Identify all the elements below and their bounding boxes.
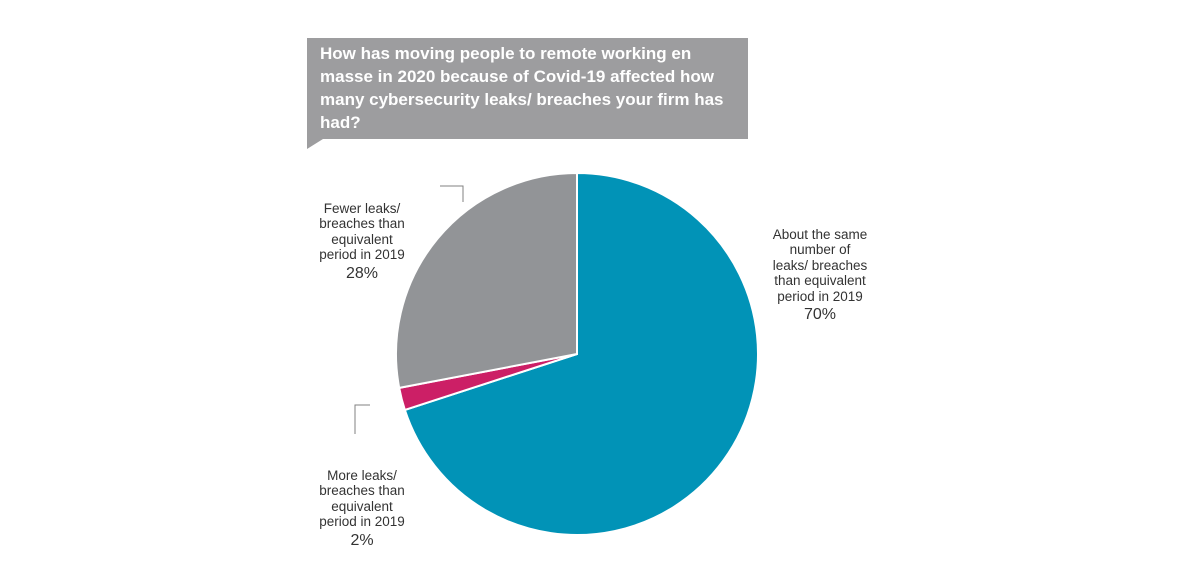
leader-line-more bbox=[354, 404, 370, 434]
slice-value-same: 70% bbox=[803, 306, 837, 323]
slice-value-more: 2% bbox=[350, 531, 374, 549]
slice-label-more-text: More leaks/ breaches than equivalent per… bbox=[319, 467, 405, 530]
chart-title: How has moving people to remote working … bbox=[320, 44, 724, 132]
slice-label-more: More leaks/ breaches than equivalent per… bbox=[300, 452, 424, 566]
slice-label-same: About the same number of leaks/ breaches… bbox=[756, 211, 884, 341]
label-leader-lines bbox=[354, 185, 464, 434]
slice-label-fewer-text: Fewer leaks/ breaches than equivalent pe… bbox=[319, 200, 405, 263]
slice-value-fewer: 28% bbox=[345, 264, 379, 282]
pie-slices bbox=[395, 171, 759, 536]
pie-slice-fewer bbox=[395, 171, 578, 390]
title-callout-pointer bbox=[307, 139, 323, 149]
leader-line-fewer bbox=[440, 185, 464, 202]
slice-label-fewer: Fewer leaks/ breaches than equivalent pe… bbox=[300, 185, 424, 299]
pie-slice-same bbox=[403, 171, 759, 536]
chart-title-box: How has moving people to remote working … bbox=[307, 38, 748, 149]
slice-label-same-text: About the same number of leaks/ breaches… bbox=[772, 226, 868, 304]
